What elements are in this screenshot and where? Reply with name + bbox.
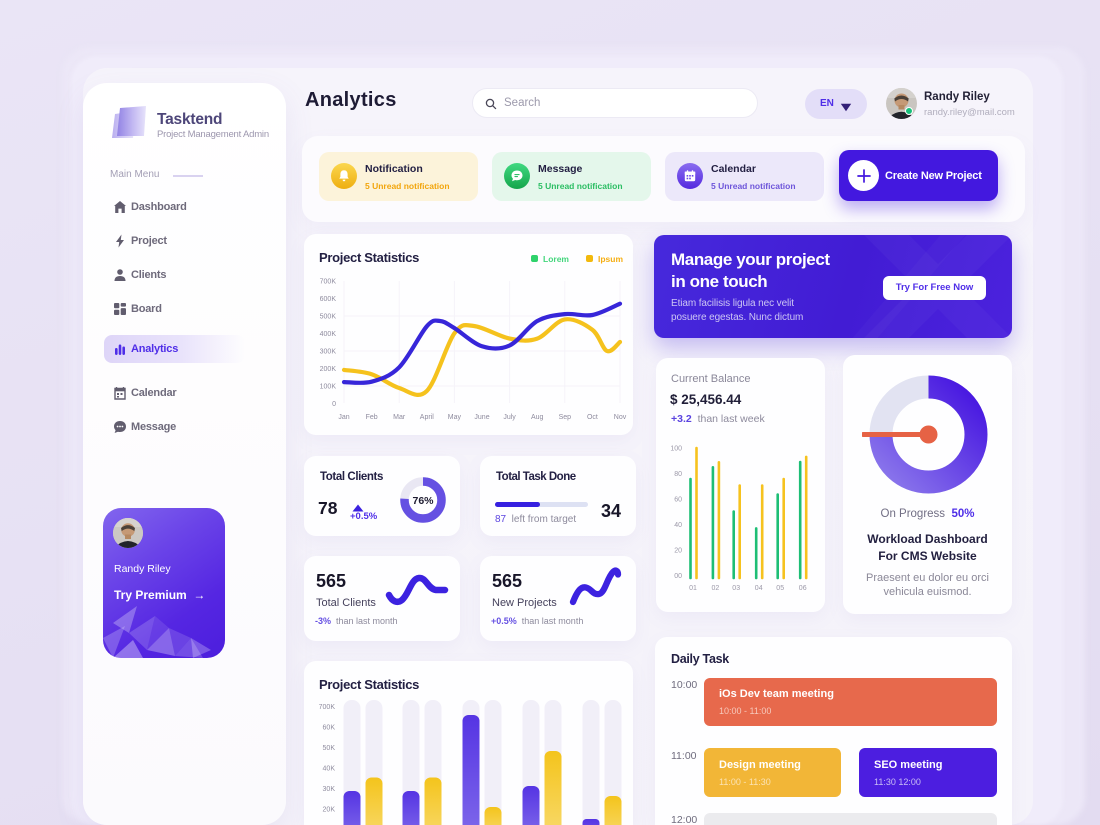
svg-text:01: 01 — [689, 585, 697, 592]
svg-text:May: May — [448, 414, 462, 421]
svg-text:300K: 300K — [320, 349, 337, 356]
svg-text:06: 06 — [799, 585, 807, 592]
svg-text:June: June — [474, 414, 489, 421]
svg-text:02: 02 — [712, 585, 720, 592]
svg-text:76%: 76% — [412, 495, 434, 507]
svg-text:00: 00 — [674, 573, 682, 580]
svg-text:80: 80 — [674, 471, 682, 478]
svg-text:Mar: Mar — [393, 414, 406, 421]
svg-text:700K: 700K — [319, 704, 336, 711]
svg-text:Aug: Aug — [531, 414, 544, 421]
svg-text:40K: 40K — [323, 766, 336, 773]
svg-text:60K: 60K — [323, 725, 336, 732]
svg-text:600K: 600K — [320, 296, 337, 303]
svg-text:Nov: Nov — [614, 414, 627, 421]
svg-text:40: 40 — [674, 522, 682, 529]
svg-text:Feb: Feb — [366, 414, 378, 421]
svg-text:30K: 30K — [323, 786, 336, 793]
svg-text:Sep: Sep — [559, 414, 572, 421]
svg-text:04: 04 — [755, 585, 763, 592]
svg-text:500K: 500K — [320, 314, 337, 321]
svg-text:20: 20 — [674, 548, 682, 555]
svg-text:20K: 20K — [323, 807, 336, 814]
svg-text:100: 100 — [670, 446, 682, 453]
svg-text:05: 05 — [776, 585, 784, 592]
svg-text:100K: 100K — [320, 384, 337, 391]
svg-text:200K: 200K — [320, 366, 337, 373]
svg-text:0: 0 — [332, 401, 336, 408]
svg-text:April: April — [420, 414, 434, 421]
svg-text:Jan: Jan — [338, 414, 349, 421]
svg-text:400K: 400K — [320, 331, 337, 338]
svg-text:700K: 700K — [320, 279, 337, 286]
svg-text:60: 60 — [674, 497, 682, 504]
svg-text:03: 03 — [732, 585, 740, 592]
svg-text:50K: 50K — [323, 745, 336, 752]
svg-text:Oct: Oct — [587, 414, 598, 421]
svg-text:July: July — [503, 414, 516, 421]
